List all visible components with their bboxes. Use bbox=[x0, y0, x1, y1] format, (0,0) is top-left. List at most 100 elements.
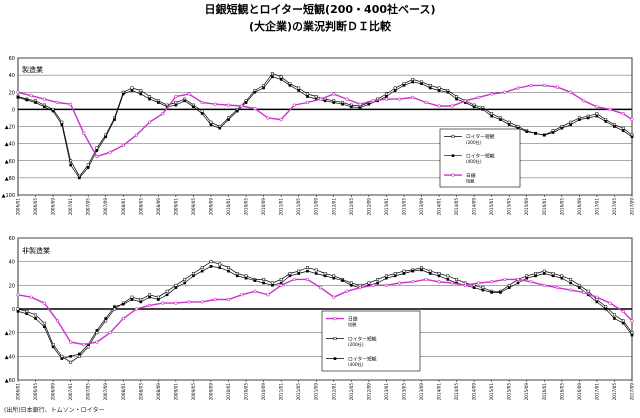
data-point bbox=[569, 281, 572, 285]
data-point bbox=[86, 166, 90, 169]
data-point bbox=[542, 269, 546, 273]
data-point bbox=[139, 89, 143, 92]
x-tick-label: 2016/09 bbox=[577, 198, 582, 216]
data-point bbox=[332, 295, 336, 299]
x-tick-label: 2016/09 bbox=[577, 383, 582, 401]
data-point bbox=[55, 319, 60, 323]
data-point bbox=[121, 143, 125, 147]
data-point bbox=[213, 102, 217, 106]
data-point bbox=[542, 283, 546, 287]
data-point bbox=[16, 307, 20, 311]
data-point bbox=[174, 301, 178, 305]
data-point bbox=[209, 120, 213, 124]
x-tick-label: 2017/09 bbox=[630, 198, 635, 216]
data-point bbox=[397, 281, 402, 285]
data-point bbox=[139, 298, 143, 301]
data-point bbox=[314, 268, 318, 272]
data-point bbox=[244, 274, 248, 278]
data-point bbox=[621, 126, 625, 130]
y-tick-label: 20 bbox=[9, 283, 15, 289]
data-point bbox=[161, 301, 165, 305]
legend-sublabel: (400社) bbox=[466, 158, 482, 165]
x-tick-label: 2007/01 bbox=[68, 198, 73, 216]
series-reuters400 bbox=[16, 265, 634, 361]
data-point bbox=[578, 118, 581, 121]
data-point bbox=[121, 302, 125, 306]
data-point bbox=[451, 134, 455, 138]
data-point bbox=[25, 98, 29, 102]
data-point bbox=[157, 101, 160, 104]
data-point bbox=[174, 94, 178, 99]
x-tick-label: 2015/01 bbox=[489, 198, 494, 216]
data-point bbox=[262, 281, 265, 285]
data-point bbox=[95, 329, 99, 332]
data-point bbox=[446, 90, 450, 94]
data-point bbox=[333, 317, 337, 321]
data-point bbox=[613, 317, 616, 320]
x-tick-label: 2017/09 bbox=[630, 383, 635, 401]
data-point bbox=[332, 92, 336, 96]
data-point bbox=[69, 355, 72, 358]
data-point bbox=[139, 92, 143, 96]
data-point bbox=[428, 83, 432, 87]
data-point bbox=[25, 312, 29, 316]
data-point bbox=[490, 112, 494, 116]
data-point bbox=[595, 300, 599, 304]
data-point bbox=[192, 274, 195, 278]
x-tick-label: 2006/09 bbox=[51, 383, 56, 401]
data-point bbox=[333, 357, 337, 360]
data-point bbox=[341, 279, 344, 282]
data-point bbox=[472, 286, 476, 290]
x-tick-label: 2013/05 bbox=[401, 198, 406, 216]
data-point bbox=[42, 321, 46, 325]
x-tick-label: 2016/01 bbox=[542, 383, 547, 401]
data-point bbox=[577, 283, 581, 287]
data-point bbox=[424, 277, 428, 282]
data-point bbox=[516, 281, 520, 285]
series-tankan bbox=[16, 277, 634, 347]
data-point bbox=[595, 295, 599, 299]
data-point bbox=[595, 105, 599, 109]
data-point bbox=[209, 260, 213, 264]
data-point bbox=[367, 102, 371, 106]
data-point bbox=[306, 92, 309, 96]
data-point bbox=[507, 286, 511, 290]
data-point bbox=[542, 272, 546, 275]
data-point bbox=[582, 290, 586, 295]
x-tick-label: 2013/05 bbox=[401, 383, 406, 401]
data-point bbox=[113, 118, 116, 121]
data-point bbox=[213, 297, 217, 302]
data-point bbox=[319, 286, 323, 290]
data-point bbox=[262, 86, 265, 90]
data-point bbox=[503, 277, 507, 282]
data-point bbox=[569, 120, 573, 124]
x-tick-label: 2008/09 bbox=[156, 198, 161, 216]
data-point bbox=[209, 265, 213, 268]
data-point bbox=[82, 342, 86, 347]
data-point bbox=[69, 102, 73, 106]
x-tick-label: 2011/01 bbox=[279, 383, 284, 401]
x-tick-label: 2010/05 bbox=[244, 383, 249, 401]
y-tick-label: 0 bbox=[12, 107, 15, 113]
data-point bbox=[490, 92, 494, 96]
source-note: (出所)日本銀行、トムソン・ロイター bbox=[4, 407, 105, 414]
data-point bbox=[402, 269, 406, 273]
panel-label: 製造業 bbox=[22, 65, 43, 74]
data-point bbox=[333, 337, 337, 341]
data-point bbox=[507, 283, 511, 287]
data-point bbox=[244, 101, 248, 104]
data-point bbox=[174, 103, 178, 107]
data-point bbox=[279, 118, 283, 122]
data-point bbox=[613, 313, 616, 317]
data-point bbox=[393, 274, 397, 278]
legend-label: ロイター短観 bbox=[466, 152, 495, 159]
data-point bbox=[472, 105, 476, 109]
legend-sublabel: (200社) bbox=[348, 341, 364, 348]
x-tick-label: 2007/09 bbox=[103, 198, 108, 216]
data-point bbox=[516, 277, 520, 282]
data-point bbox=[503, 90, 507, 94]
data-point bbox=[279, 277, 283, 281]
x-tick-label: 2010/09 bbox=[261, 198, 266, 216]
data-point bbox=[490, 280, 494, 284]
data-point bbox=[437, 280, 441, 284]
